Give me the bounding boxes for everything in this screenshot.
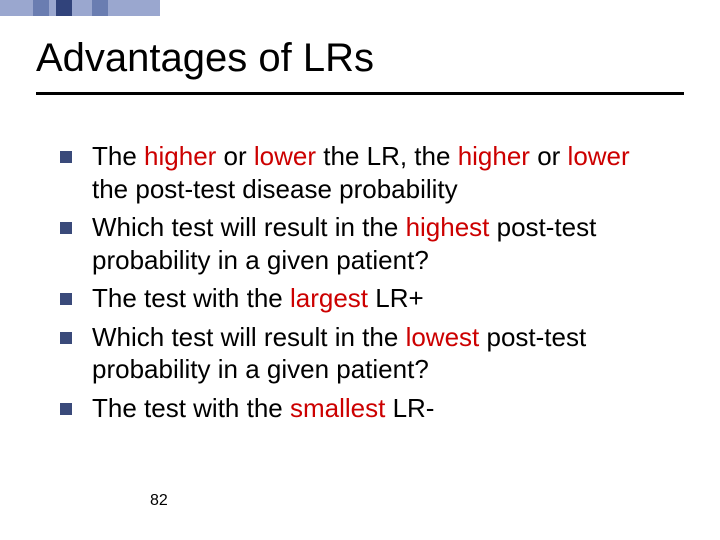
emphasis-text: higher <box>144 141 216 171</box>
list-item: The test with the largest LR+ <box>60 282 672 315</box>
text-run: or <box>216 141 254 171</box>
square-bullet-icon <box>60 332 72 344</box>
text-run: LR+ <box>368 283 424 313</box>
text-run: LR- <box>385 393 434 423</box>
title-underline <box>36 92 684 95</box>
emphasis-text: lower <box>254 141 316 171</box>
text-run: or <box>530 141 568 171</box>
list-item-text: The test with the largest LR+ <box>92 282 672 315</box>
list-item-text: Which test will result in the lowest pos… <box>92 321 672 386</box>
emphasis-text: largest <box>290 283 368 313</box>
emphasis-text: higher <box>458 141 530 171</box>
page-number: 82 <box>150 492 168 510</box>
emphasis-text: highest <box>406 212 490 242</box>
text-run: the post-test disease probability <box>92 174 458 204</box>
square-bullet-icon <box>60 151 72 163</box>
text-run: the LR, the <box>316 141 458 171</box>
text-run: The test with the <box>92 393 290 423</box>
text-run: Which test will result in the <box>92 212 406 242</box>
square-bullet-icon <box>60 222 72 234</box>
text-run: The test with the <box>92 283 290 313</box>
header-accent-square-3 <box>92 0 108 16</box>
body-content: The higher or lower the LR, the higher o… <box>60 140 672 430</box>
list-item-text: Which test will result in the highest po… <box>92 211 672 276</box>
list-item: Which test will result in the lowest pos… <box>60 321 672 386</box>
header-accent-square-1 <box>33 0 49 16</box>
list-item-text: The higher or lower the LR, the higher o… <box>92 140 672 205</box>
list-item: Which test will result in the highest po… <box>60 211 672 276</box>
header-decoration-bar <box>0 0 160 16</box>
list-item: The higher or lower the LR, the higher o… <box>60 140 672 205</box>
slide-title: Advantages of LRs <box>36 36 374 81</box>
emphasis-text: smallest <box>290 393 385 423</box>
text-run: Which test will result in the <box>92 322 406 352</box>
text-run: The <box>92 141 144 171</box>
list-item-text: The test with the smallest LR- <box>92 392 672 425</box>
square-bullet-icon <box>60 293 72 305</box>
emphasis-text: lower <box>568 141 630 171</box>
header-accent-square-2 <box>56 0 72 16</box>
list-item: The test with the smallest LR- <box>60 392 672 425</box>
slide: Advantages of LRs The higher or lower th… <box>0 0 720 540</box>
square-bullet-icon <box>60 403 72 415</box>
emphasis-text: lowest <box>406 322 480 352</box>
